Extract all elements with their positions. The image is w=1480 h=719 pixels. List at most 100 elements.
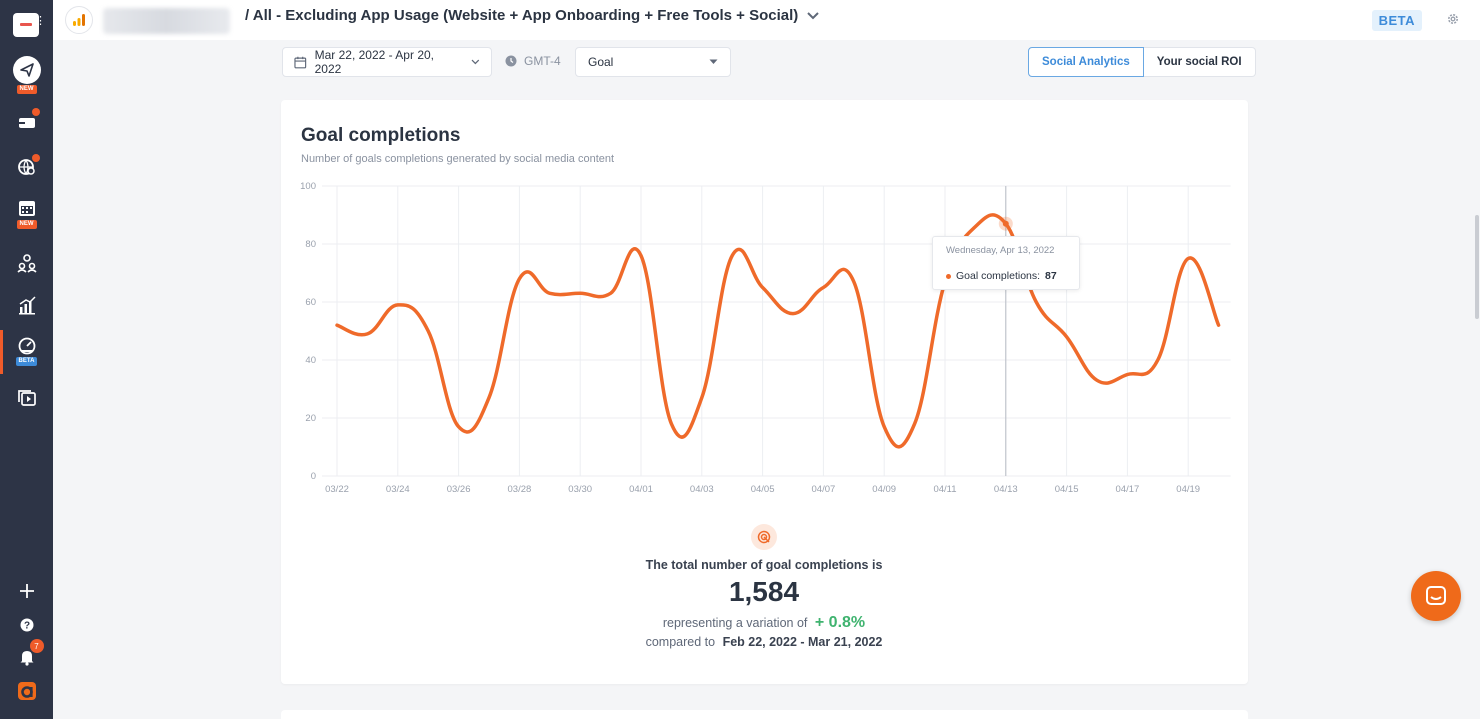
x-tick-label: 04/17 — [1116, 484, 1140, 495]
metric-select[interactable]: Goal — [575, 47, 731, 77]
tooltip-date: Wednesday, Apr 13, 2022 — [946, 245, 1055, 256]
y-tick-label: 80 — [305, 239, 316, 250]
media-icon — [16, 387, 38, 409]
view-tabs: Social Analytics Your social ROI — [1028, 47, 1256, 77]
google-analytics-icon — [65, 6, 93, 34]
total-label: The total number of goal completions is — [645, 558, 883, 572]
sidebar: ⋮ NEW NEW — [0, 0, 53, 719]
tooltip-value: 87 — [1045, 270, 1057, 282]
compared-text: compared to — [645, 635, 716, 649]
team-icon — [16, 252, 38, 274]
x-tick-label: 04/19 — [1176, 484, 1200, 495]
calendar-icon — [16, 197, 38, 219]
svg-text:?: ? — [23, 621, 29, 632]
help-icon: ? — [16, 614, 38, 636]
scrollbar-thumb[interactable] — [1475, 215, 1479, 319]
account-name-redacted — [103, 8, 230, 34]
comparison-row: compared to Feb 22, 2022 - Mar 21, 2022 — [0, 635, 1480, 649]
x-tick-label: 04/03 — [690, 484, 714, 495]
calendar-icon — [294, 56, 307, 68]
clock-icon — [505, 55, 517, 67]
tab-social-roi[interactable]: Your social ROI — [1143, 47, 1256, 77]
gear-icon[interactable] — [1446, 12, 1460, 26]
brand-logo-icon — [16, 680, 38, 702]
sidebar-item-social-analytics[interactable]: BETA — [0, 334, 53, 366]
goal-completions-card: Goal completions Number of goals complet… — [281, 100, 1248, 684]
x-tick-label: 03/24 — [386, 484, 410, 495]
variation-row: representing a variation of + 0.8% — [0, 614, 1480, 632]
x-tick-label: 04/13 — [994, 484, 1018, 495]
caret-down-icon — [709, 59, 718, 64]
y-tick-label: 0 — [311, 471, 316, 482]
chart-tooltip: Wednesday, Apr 13, 2022 Goal completions… — [932, 236, 1080, 290]
card-subtitle: Number of goals completions generated by… — [301, 153, 615, 165]
timezone-indicator: GMT-4 — [505, 54, 561, 68]
date-range-label: Mar 22, 2022 - Apr 20, 2022 — [314, 48, 434, 76]
highlight-point — [1002, 220, 1009, 227]
notification-dot — [31, 154, 40, 162]
date-range-picker[interactable]: Mar 22, 2022 - Apr 20, 2022 — [282, 47, 492, 77]
variation-value: + 0.8% — [814, 614, 866, 631]
x-tick-label: 04/01 — [629, 484, 653, 495]
sidebar-item-calendar[interactable]: NEW — [0, 197, 53, 229]
gauge-icon — [16, 334, 38, 356]
x-tick-label: 04/07 — [812, 484, 836, 495]
target-icon — [751, 524, 777, 550]
sidebar-item-inbox[interactable] — [0, 108, 53, 132]
timezone-label: GMT-4 — [524, 54, 561, 68]
brand-logo[interactable] — [0, 680, 53, 702]
x-tick-label: 04/11 — [933, 484, 956, 495]
sidebar-item-add[interactable] — [0, 580, 53, 602]
sidebar-item-publish[interactable]: NEW — [0, 56, 53, 94]
x-tick-label: 04/05 — [751, 484, 775, 495]
sidebar-item-help[interactable]: ? — [0, 614, 53, 636]
view-title: / All - Excluding App Usage (Website + A… — [245, 7, 799, 24]
view-selector[interactable]: / All - Excluding App Usage (Website + A… — [245, 7, 820, 24]
beta-badge: BETA — [15, 357, 38, 366]
top-header: / All - Excluding App Usage (Website + A… — [53, 0, 1480, 40]
y-axis-labels: 0 20 40 60 80 100 — [300, 181, 316, 482]
series-dot — [946, 273, 951, 279]
x-tick-label: 04/09 — [872, 484, 896, 495]
analytics-icon — [16, 294, 38, 316]
globe-search-icon — [16, 154, 40, 178]
x-tick-label: 03/28 — [508, 484, 532, 495]
chat-launcher-button[interactable] — [1411, 571, 1461, 621]
data-points — [336, 223, 1219, 427]
chat-icon — [1426, 586, 1446, 605]
chevron-down-icon — [471, 59, 480, 65]
y-tick-label: 100 — [300, 181, 316, 192]
x-tick-label: 04/15 — [1055, 484, 1079, 495]
x-tick-label: 03/26 — [447, 484, 471, 495]
x-axis-labels: 03/22 03/24 03/26 03/28 03/30 04/01 04/03 04/05… — [325, 484, 1200, 495]
metric-select-value: Goal — [588, 55, 614, 69]
y-tick-label: 40 — [305, 355, 316, 366]
bell-icon: 7 — [16, 639, 44, 668]
sidebar-item-analytics[interactable] — [0, 294, 53, 316]
tooltip-value-row: Goal completions: 87 — [946, 270, 1057, 282]
notification-dot — [31, 108, 40, 116]
new-badge: NEW — [16, 220, 37, 229]
variation-text: representing a variation of — [662, 616, 808, 630]
sidebar-item-media[interactable] — [0, 387, 53, 409]
plus-icon — [16, 580, 38, 602]
compared-range: Feb 22, 2022 - Mar 21, 2022 — [722, 635, 883, 649]
next-card — [281, 710, 1248, 719]
chevron-down-icon — [807, 11, 819, 19]
y-tick-label: 20 — [305, 413, 316, 424]
tab-social-analytics[interactable]: Social Analytics — [1028, 47, 1144, 77]
sidebar-item-notifications[interactable]: 7 — [0, 639, 53, 668]
sidebar-item-listening[interactable] — [0, 154, 53, 178]
beta-tag: BETA — [1371, 10, 1422, 31]
workspace-logo[interactable]: ⋮ — [13, 13, 46, 37]
y-tick-label: 60 — [305, 297, 316, 308]
active-indicator — [0, 330, 3, 374]
sidebar-item-team[interactable] — [0, 252, 53, 274]
inbox-icon — [16, 108, 40, 132]
chart-grid — [322, 185, 1231, 477]
tooltip-label: Goal completions: — [956, 270, 1041, 282]
card-title: Goal completions — [301, 125, 461, 146]
x-tick-label: 03/22 — [325, 484, 349, 495]
more-icon[interactable]: ⋮ — [35, 15, 46, 27]
total-value: 1,584 — [728, 576, 800, 607]
